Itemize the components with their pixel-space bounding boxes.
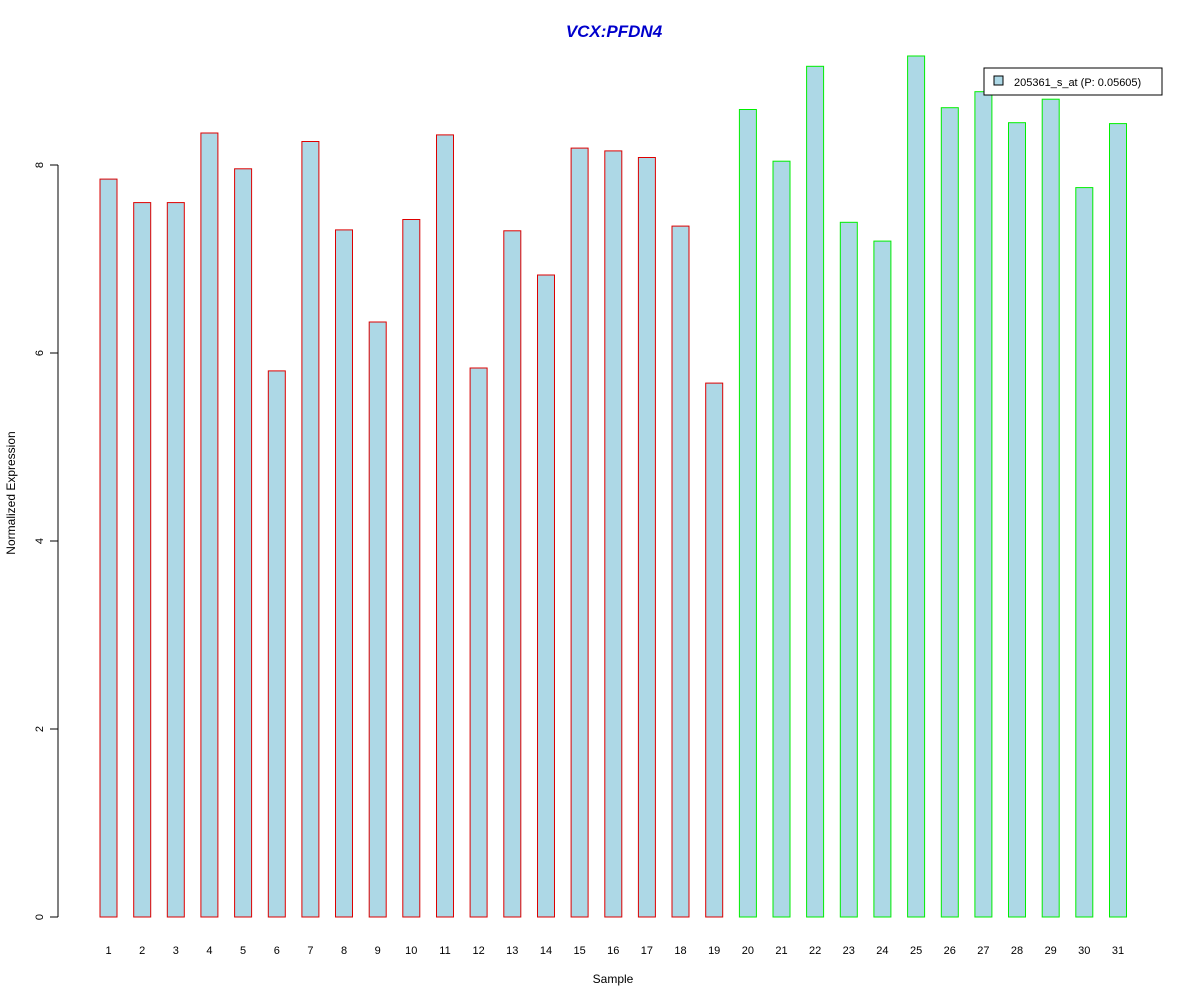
bar-sample-24 xyxy=(873,240,892,918)
legend: 205361_s_at (P: 0.05605) xyxy=(983,67,1163,96)
x-tick-label: 22 xyxy=(809,945,821,957)
x-tick-label: 3 xyxy=(173,945,179,957)
bar-sample-7 xyxy=(301,141,320,918)
bar-sample-4 xyxy=(200,132,219,918)
x-tick-label: 12 xyxy=(472,945,484,957)
x-tick-label: 11 xyxy=(439,945,450,957)
chart-title: VCX:PFDN4 xyxy=(566,22,663,41)
x-tick-label: 18 xyxy=(674,945,686,957)
x-tick-label: 15 xyxy=(573,945,585,957)
bar-sample-19 xyxy=(705,382,724,918)
bar-sample-9 xyxy=(368,321,387,918)
bar-sample-3 xyxy=(166,202,185,918)
x-tick-label: 28 xyxy=(1011,945,1023,957)
y-tick-label: 6 xyxy=(34,350,46,356)
bar-sample-22 xyxy=(806,65,825,918)
bar-sample-28 xyxy=(1008,122,1026,918)
x-tick-label: 4 xyxy=(206,945,212,957)
bar-sample-26 xyxy=(940,107,959,918)
legend-box xyxy=(983,67,1163,96)
y-tick-label: 8 xyxy=(34,162,46,168)
bar-sample-15 xyxy=(570,147,589,918)
x-tick-label: 13 xyxy=(506,945,518,957)
bar-sample-6 xyxy=(267,370,286,918)
x-tick-label: 14 xyxy=(540,945,552,957)
y-tick-label: 2 xyxy=(34,726,46,732)
x-tick-label: 6 xyxy=(274,945,280,957)
bar-sample-16 xyxy=(604,150,623,918)
x-tick-label: 7 xyxy=(307,945,313,957)
bar-sample-31 xyxy=(1109,123,1127,918)
x-axis-label: Sample xyxy=(593,972,634,986)
legend-label: 205361_s_at (P: 0.05605) xyxy=(1014,77,1141,89)
x-tick-label: 29 xyxy=(1045,945,1057,957)
x-tick-label: 17 xyxy=(641,945,653,957)
y-tick-label: 4 xyxy=(34,538,46,544)
bars xyxy=(99,55,1127,918)
x-tick-label: 2 xyxy=(139,945,145,957)
x-axis-tick-labels: 1 2 3 4 5 6 7 8 9 10 11 12 13 14 15 16 17 18 19 20 21 22 23 24 2… xyxy=(105,945,1124,957)
bar-sample-14 xyxy=(537,274,555,918)
x-tick-label: 19 xyxy=(708,945,720,957)
x-tick-label: 23 xyxy=(843,945,855,957)
x-tick-label: 9 xyxy=(375,945,381,957)
bar-sample-2 xyxy=(133,202,152,918)
bar-sample-10 xyxy=(402,219,421,918)
bar-sample-21 xyxy=(772,160,791,918)
y-axis: 0 2 4 6 8 xyxy=(34,162,59,920)
x-tick-label: 31 xyxy=(1112,945,1124,957)
x-tick-label: 8 xyxy=(341,945,347,957)
bar-sample-18 xyxy=(671,225,690,918)
bar-sample-12 xyxy=(469,367,488,918)
x-tick-label: 27 xyxy=(977,945,989,957)
bar-sample-20 xyxy=(738,109,757,918)
legend-swatch xyxy=(993,75,1004,86)
x-tick-label: 5 xyxy=(240,945,246,957)
bar-sample-11 xyxy=(436,134,454,918)
bar-sample-23 xyxy=(839,221,858,918)
bar-sample-1 xyxy=(99,178,118,918)
y-axis-label: Normalized Expression xyxy=(4,431,18,554)
bar-sample-29 xyxy=(1041,98,1060,918)
x-tick-label: 10 xyxy=(405,945,417,957)
x-tick-label: 1 xyxy=(105,945,111,957)
bar-sample-8 xyxy=(335,229,353,918)
x-tick-label: 26 xyxy=(944,945,956,957)
x-tick-label: 21 xyxy=(775,945,787,957)
bar-sample-17 xyxy=(637,157,656,918)
x-tick-label: 24 xyxy=(876,945,888,957)
x-tick-label: 20 xyxy=(742,945,754,957)
x-tick-label: 16 xyxy=(607,945,619,957)
bar-sample-5 xyxy=(234,168,253,918)
x-tick-label: 25 xyxy=(910,945,922,957)
bar-sample-25 xyxy=(907,55,926,918)
x-tick-label: 30 xyxy=(1078,945,1090,957)
y-tick-label: 0 xyxy=(34,914,46,920)
bar-sample-30 xyxy=(1075,187,1094,918)
bar-sample-27 xyxy=(974,91,993,918)
bar-sample-13 xyxy=(503,230,522,918)
